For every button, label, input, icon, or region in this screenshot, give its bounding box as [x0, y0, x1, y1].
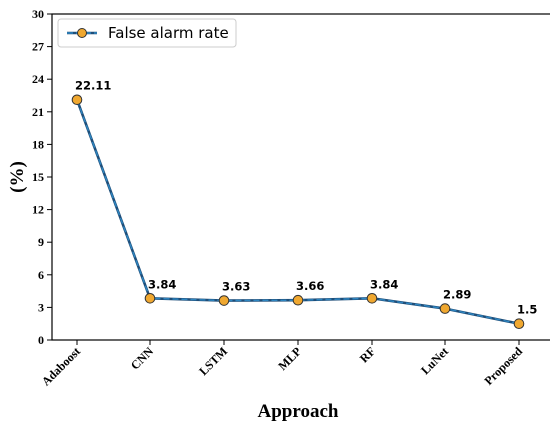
y-tick-label: 15 — [32, 170, 44, 184]
x-tick-label: Adaboost — [39, 344, 83, 388]
data-label: 3.84 — [370, 277, 398, 291]
legend-box — [57, 18, 237, 48]
series-layer — [71, 94, 525, 330]
legend-marker — [77, 28, 87, 38]
x-tick-label: CNN — [128, 344, 157, 373]
x-tick-label: Proposed — [481, 344, 525, 388]
data-label: 3.63 — [222, 280, 250, 294]
data-label: 2.89 — [443, 288, 471, 302]
data-point — [366, 292, 378, 304]
y-tick-label: 30 — [32, 7, 44, 21]
data-label: 3.84 — [148, 277, 176, 291]
data-label: 3.66 — [296, 279, 324, 293]
legend-label: False alarm rate — [108, 24, 229, 42]
y-tick-label: 6 — [38, 268, 44, 282]
y-axis-title: (%) — [7, 161, 28, 193]
plot-frame — [51, 13, 550, 341]
y-tick-label: 18 — [32, 137, 44, 151]
data-point — [513, 318, 525, 330]
x-tick-label: LuNet — [418, 344, 451, 377]
x-tick-label: RF — [357, 344, 378, 365]
data-point — [71, 94, 83, 106]
x-axis-ticks: Adaboost CNN LSTM MLP RF LuNet Proposed — [39, 340, 525, 389]
data-point — [292, 294, 304, 306]
x-tick-label: LSTM — [196, 344, 230, 378]
y-tick-label: 12 — [32, 203, 44, 217]
x-tick-label: MLP — [275, 344, 304, 373]
y-axis-ticks: 0 3 6 9 12 15 18 21 24 27 30 — [32, 7, 52, 347]
y-tick-label: 27 — [32, 40, 44, 54]
data-labels: 22.11 3.84 3.63 3.66 3.84 2.89 1.5 — [75, 79, 537, 317]
y-tick-label: 3 — [38, 300, 44, 314]
data-label: 22.11 — [75, 79, 111, 93]
data-point — [439, 303, 451, 314]
x-axis-title: Approach — [258, 401, 339, 422]
data-point — [218, 295, 230, 306]
y-tick-label: 9 — [38, 235, 44, 249]
y-tick-label: 21 — [32, 105, 44, 119]
y-tick-label: 0 — [38, 333, 44, 347]
y-tick-label: 24 — [32, 72, 44, 86]
data-point — [144, 292, 156, 304]
legend: False alarm rate — [57, 18, 237, 48]
data-label: 1.5 — [517, 303, 537, 317]
